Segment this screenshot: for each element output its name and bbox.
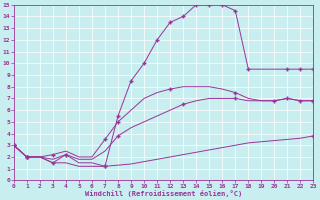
X-axis label: Windchill (Refroidissement éolien,°C): Windchill (Refroidissement éolien,°C): [85, 190, 242, 197]
